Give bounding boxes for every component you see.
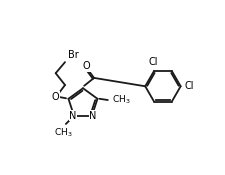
Text: CH$_3$: CH$_3$ <box>54 126 73 139</box>
Text: N: N <box>69 111 77 121</box>
Text: Br: Br <box>68 50 79 60</box>
Text: N: N <box>90 111 97 121</box>
Text: O: O <box>82 61 90 71</box>
Text: CH$_3$: CH$_3$ <box>112 94 130 106</box>
Text: Cl: Cl <box>184 81 194 91</box>
Text: Cl: Cl <box>148 57 158 66</box>
Text: O: O <box>52 92 59 102</box>
